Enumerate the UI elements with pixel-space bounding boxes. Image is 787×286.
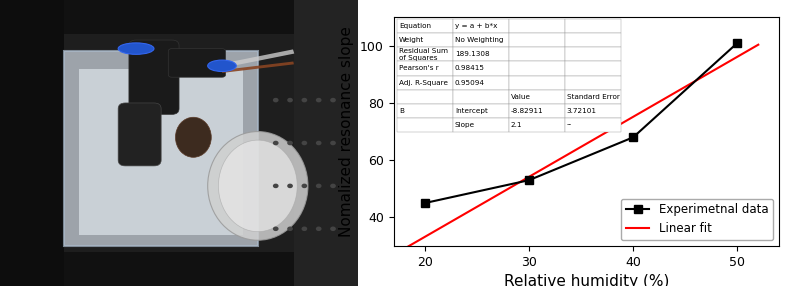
Ellipse shape (219, 140, 297, 232)
Circle shape (301, 141, 307, 145)
Line: Experimetnal data: Experimetnal data (420, 39, 741, 207)
Ellipse shape (208, 60, 236, 72)
Circle shape (316, 184, 322, 188)
FancyBboxPatch shape (65, 51, 258, 246)
Ellipse shape (176, 117, 211, 157)
Circle shape (287, 98, 293, 102)
Bar (79, 69, 243, 235)
X-axis label: Relative humidity (%): Relative humidity (%) (504, 274, 669, 286)
Circle shape (316, 98, 322, 102)
Circle shape (316, 141, 322, 145)
Circle shape (331, 227, 336, 231)
Circle shape (301, 184, 307, 188)
FancyBboxPatch shape (129, 40, 179, 114)
Circle shape (301, 227, 307, 231)
Experimetnal data (629, 136, 638, 139)
Experimetnal data (524, 178, 534, 182)
FancyArrow shape (222, 61, 294, 73)
Bar (294, 0, 358, 286)
Circle shape (301, 98, 307, 102)
Circle shape (273, 227, 279, 231)
Bar (0, 0, 358, 34)
Circle shape (287, 227, 293, 231)
Ellipse shape (208, 132, 308, 240)
Y-axis label: Nomalized resonance slope: Nomalized resonance slope (339, 26, 354, 237)
Ellipse shape (118, 43, 154, 54)
Experimetnal data (420, 201, 430, 205)
Bar (0, 0, 65, 286)
FancyBboxPatch shape (168, 49, 226, 77)
FancyArrow shape (221, 49, 294, 68)
Circle shape (273, 98, 279, 102)
FancyBboxPatch shape (118, 103, 161, 166)
Circle shape (273, 141, 279, 145)
Circle shape (331, 184, 336, 188)
Bar (0, 252, 358, 286)
Circle shape (316, 227, 322, 231)
Experimetnal data (733, 41, 742, 45)
Circle shape (273, 184, 279, 188)
Circle shape (331, 141, 336, 145)
Legend: Experimetnal data, Linear fit: Experimetnal data, Linear fit (621, 199, 773, 240)
Circle shape (331, 98, 336, 102)
Circle shape (287, 184, 293, 188)
Circle shape (287, 141, 293, 145)
